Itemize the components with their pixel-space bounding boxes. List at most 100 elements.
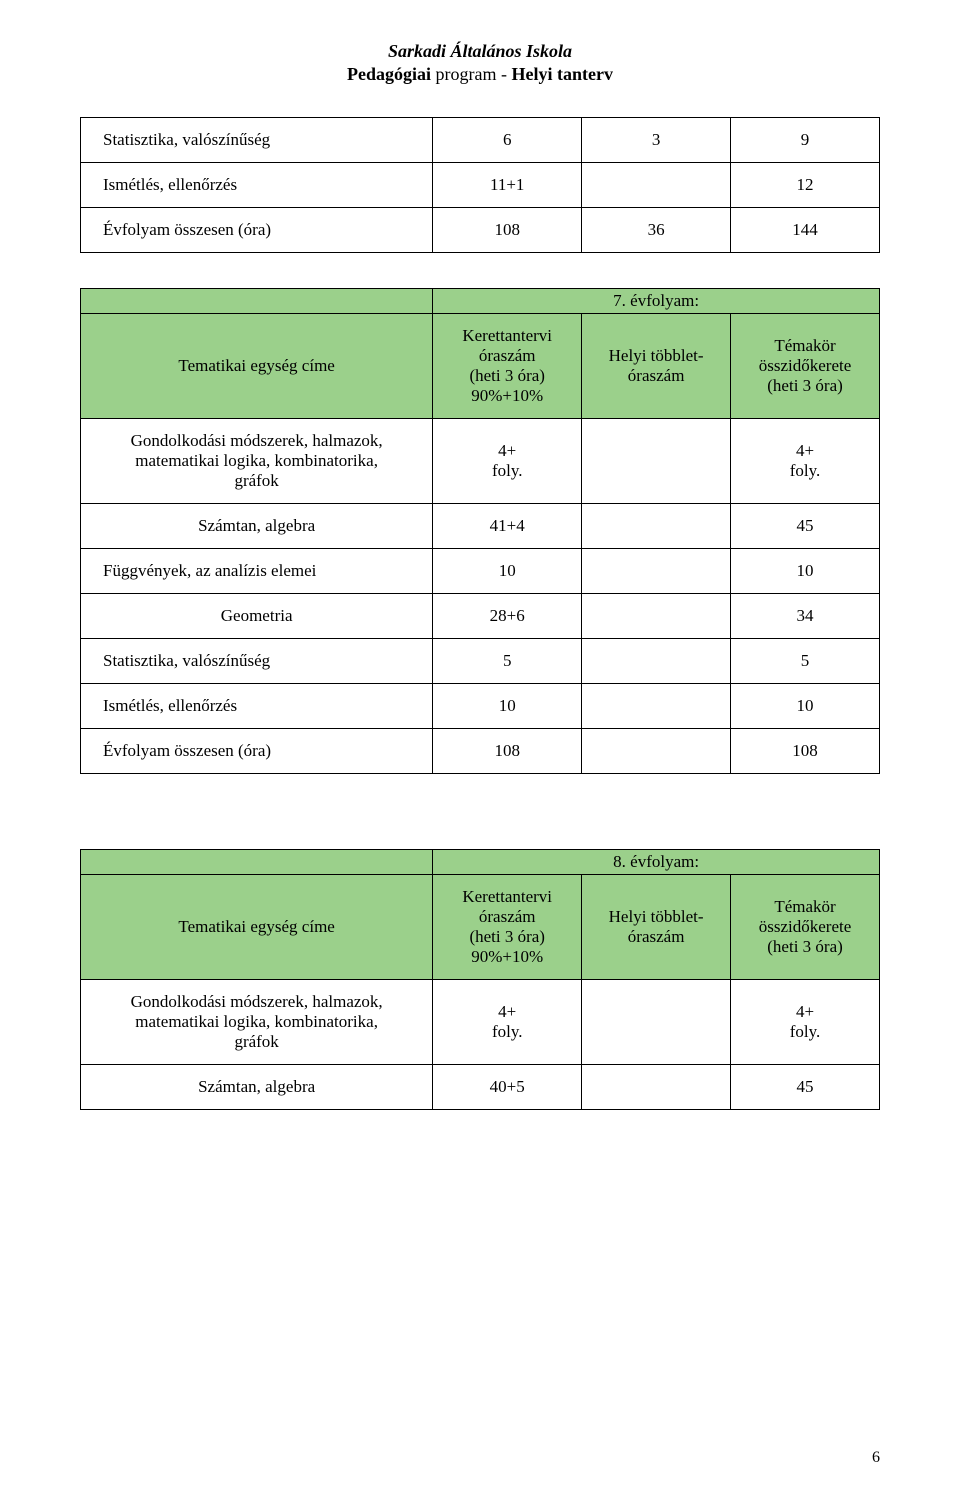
cell-value bbox=[582, 593, 731, 638]
table-row: Ismétlés, ellenőrzés 11+1 12 bbox=[81, 162, 880, 207]
header-bold-1: Pedagógiai bbox=[347, 64, 431, 84]
row-label: Évfolyam összesen (óra) bbox=[81, 728, 433, 773]
table-green-strip: 7. évfolyam: bbox=[81, 288, 880, 313]
cell-value: 108 bbox=[731, 728, 880, 773]
table-row: Függvények, az analízis elemei 10 10 bbox=[81, 548, 880, 593]
header-col1: Kerettantervi óraszám (heti 3 óra) 90%+1… bbox=[433, 874, 582, 979]
cell-text: foly. bbox=[790, 461, 821, 480]
label-text: Gondolkodási módszerek, halmazok, bbox=[131, 431, 383, 450]
cell-value: 10 bbox=[731, 548, 880, 593]
hdr-text: összidőkerete bbox=[759, 917, 852, 936]
cell-value: 5 bbox=[731, 638, 880, 683]
table-row: Ismétlés, ellenőrzés 10 10 bbox=[81, 683, 880, 728]
cell-value: 4+ foly. bbox=[731, 979, 880, 1064]
row-label: Geometria bbox=[81, 593, 433, 638]
hdr-text: óraszám bbox=[628, 927, 685, 946]
cell-value: 108 bbox=[433, 728, 582, 773]
hdr-text: Témakör bbox=[774, 336, 835, 355]
cell-value: 108 bbox=[433, 207, 582, 252]
table-row: Geometria 28+6 34 bbox=[81, 593, 880, 638]
hdr-text: (heti 3 óra) bbox=[469, 927, 545, 946]
cell-value: 36 bbox=[582, 207, 731, 252]
hdr-text: óraszám bbox=[479, 346, 536, 365]
hdr-text: óraszám bbox=[479, 907, 536, 926]
hdr-text: Kerettantervi bbox=[462, 887, 552, 906]
cell-text: 4+ bbox=[796, 441, 814, 460]
cell-text: foly. bbox=[790, 1022, 821, 1041]
header-col3: Témakör összidőkerete (heti 3 óra) bbox=[731, 874, 880, 979]
hdr-text: (heti 3 óra) bbox=[469, 366, 545, 385]
cell-value: 4+ foly. bbox=[433, 979, 582, 1064]
cell-value: 3 bbox=[582, 117, 731, 162]
cell-text: 4+ bbox=[796, 1002, 814, 1021]
cell-value: 5 bbox=[433, 638, 582, 683]
label-text: Gondolkodási módszerek, halmazok, bbox=[131, 992, 383, 1011]
label-text: gráfok bbox=[234, 1032, 278, 1051]
table-grade-7: 7. évfolyam: Tematikai egység címe Keret… bbox=[80, 288, 880, 774]
row-label: Gondolkodási módszerek, halmazok, matema… bbox=[81, 979, 433, 1064]
hdr-text: (heti 3 óra) bbox=[767, 937, 843, 956]
cell-value bbox=[582, 683, 731, 728]
table-header-row: Tematikai egység címe Kerettantervi óras… bbox=[81, 313, 880, 418]
cell-value: 10 bbox=[731, 683, 880, 728]
cell-value: 12 bbox=[731, 162, 880, 207]
hdr-text: óraszám bbox=[628, 366, 685, 385]
page-header: Sarkadi Általános Iskola Pedagógiai prog… bbox=[80, 40, 880, 87]
header-col0: Tematikai egység címe bbox=[81, 874, 433, 979]
header-col3: Témakör összidőkerete (heti 3 óra) bbox=[731, 313, 880, 418]
header-col2: Helyi többlet- óraszám bbox=[582, 313, 731, 418]
cell-value bbox=[582, 162, 731, 207]
green-title: 7. évfolyam: bbox=[433, 288, 880, 313]
cell-text: foly. bbox=[492, 1022, 523, 1041]
cell-value bbox=[582, 503, 731, 548]
cell-value bbox=[582, 979, 731, 1064]
table-header-row: Tematikai egység címe Kerettantervi óras… bbox=[81, 874, 880, 979]
row-label: Statisztika, valószínűség bbox=[81, 117, 433, 162]
hdr-text: Témakör bbox=[774, 897, 835, 916]
hdr-text: Helyi többlet- bbox=[609, 346, 704, 365]
table-green-strip: 8. évfolyam: bbox=[81, 849, 880, 874]
table-row: Évfolyam összesen (óra) 108 36 144 bbox=[81, 207, 880, 252]
cell-value bbox=[582, 1064, 731, 1109]
cell-value: 6 bbox=[433, 117, 582, 162]
cell-value: 4+ foly. bbox=[731, 418, 880, 503]
table-row: Gondolkodási módszerek, halmazok, matema… bbox=[81, 418, 880, 503]
cell-value bbox=[582, 728, 731, 773]
row-label: Ismétlés, ellenőrzés bbox=[81, 683, 433, 728]
green-cell bbox=[81, 849, 433, 874]
table-row: Statisztika, valószínűség 5 5 bbox=[81, 638, 880, 683]
label-text: gráfok bbox=[234, 471, 278, 490]
cell-text: 4+ bbox=[498, 1002, 516, 1021]
row-label: Függvények, az analízis elemei bbox=[81, 548, 433, 593]
header-title-2: Pedagógiai program - Helyi tanterv bbox=[80, 63, 880, 86]
table-row: Évfolyam összesen (óra) 108 108 bbox=[81, 728, 880, 773]
table-row: Gondolkodási módszerek, halmazok, matema… bbox=[81, 979, 880, 1064]
cell-value: 4+ foly. bbox=[433, 418, 582, 503]
hdr-text: Kerettantervi bbox=[462, 326, 552, 345]
green-title: 8. évfolyam: bbox=[433, 849, 880, 874]
row-label: Számtan, algebra bbox=[81, 503, 433, 548]
cell-value: 10 bbox=[433, 548, 582, 593]
row-label: Ismétlés, ellenőrzés bbox=[81, 162, 433, 207]
row-label: Évfolyam összesen (óra) bbox=[81, 207, 433, 252]
header-title-1: Sarkadi Általános Iskola bbox=[80, 40, 880, 63]
row-label: Statisztika, valószínűség bbox=[81, 638, 433, 683]
header-col1: Kerettantervi óraszám (heti 3 óra) 90%+1… bbox=[433, 313, 582, 418]
hdr-text: 90%+10% bbox=[471, 386, 543, 405]
label-text: matematikai logika, kombinatorika, bbox=[135, 1012, 378, 1031]
cell-value: 11+1 bbox=[433, 162, 582, 207]
header-col2: Helyi többlet- óraszám bbox=[582, 874, 731, 979]
cell-value bbox=[582, 638, 731, 683]
cell-value: 40+5 bbox=[433, 1064, 582, 1109]
header-col0: Tematikai egység címe bbox=[81, 313, 433, 418]
header-bold-2: Helyi tanterv bbox=[512, 64, 613, 84]
header-plain: program - bbox=[431, 64, 511, 84]
cell-value: 34 bbox=[731, 593, 880, 638]
hdr-text: (heti 3 óra) bbox=[767, 376, 843, 395]
cell-value: 9 bbox=[731, 117, 880, 162]
cell-value: 45 bbox=[731, 503, 880, 548]
label-text: matematikai logika, kombinatorika, bbox=[135, 451, 378, 470]
cell-value: 41+4 bbox=[433, 503, 582, 548]
table-row: Számtan, algebra 40+5 45 bbox=[81, 1064, 880, 1109]
row-label: Gondolkodási módszerek, halmazok, matema… bbox=[81, 418, 433, 503]
